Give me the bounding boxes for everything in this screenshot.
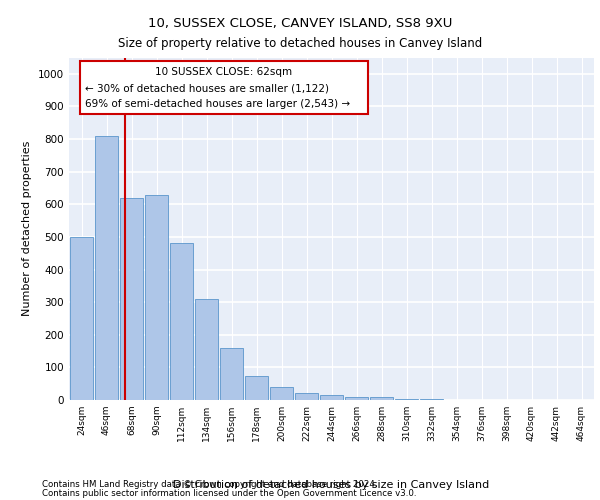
- Bar: [145, 194, 168, 400]
- Text: ← 30% of detached houses are smaller (1,122): ← 30% of detached houses are smaller (1,…: [85, 83, 329, 93]
- Bar: [245, 376, 268, 400]
- Text: Size of property relative to detached houses in Canvey Island: Size of property relative to detached ho…: [118, 38, 482, 51]
- Bar: [70, 237, 93, 400]
- Text: Contains public sector information licensed under the Open Government Licence v3: Contains public sector information licen…: [42, 488, 416, 498]
- X-axis label: Distribution of detached houses by size in Canvey Island: Distribution of detached houses by size …: [173, 480, 490, 490]
- Bar: [120, 198, 143, 400]
- Bar: [345, 396, 368, 400]
- Text: Contains HM Land Registry data © Crown copyright and database right 2024.: Contains HM Land Registry data © Crown c…: [42, 480, 377, 489]
- Bar: [295, 394, 318, 400]
- Bar: [395, 398, 418, 400]
- Bar: [370, 398, 393, 400]
- Bar: [195, 299, 218, 400]
- Bar: [170, 244, 193, 400]
- Bar: [95, 136, 118, 400]
- Text: 69% of semi-detached houses are larger (2,543) →: 69% of semi-detached houses are larger (…: [85, 100, 350, 110]
- Text: 10 SUSSEX CLOSE: 62sqm: 10 SUSSEX CLOSE: 62sqm: [155, 67, 292, 77]
- Text: 10, SUSSEX CLOSE, CANVEY ISLAND, SS8 9XU: 10, SUSSEX CLOSE, CANVEY ISLAND, SS8 9XU: [148, 18, 452, 30]
- Bar: [220, 348, 243, 400]
- Bar: [270, 387, 293, 400]
- Y-axis label: Number of detached properties: Number of detached properties: [22, 141, 32, 316]
- Bar: [320, 395, 343, 400]
- FancyBboxPatch shape: [79, 61, 368, 114]
